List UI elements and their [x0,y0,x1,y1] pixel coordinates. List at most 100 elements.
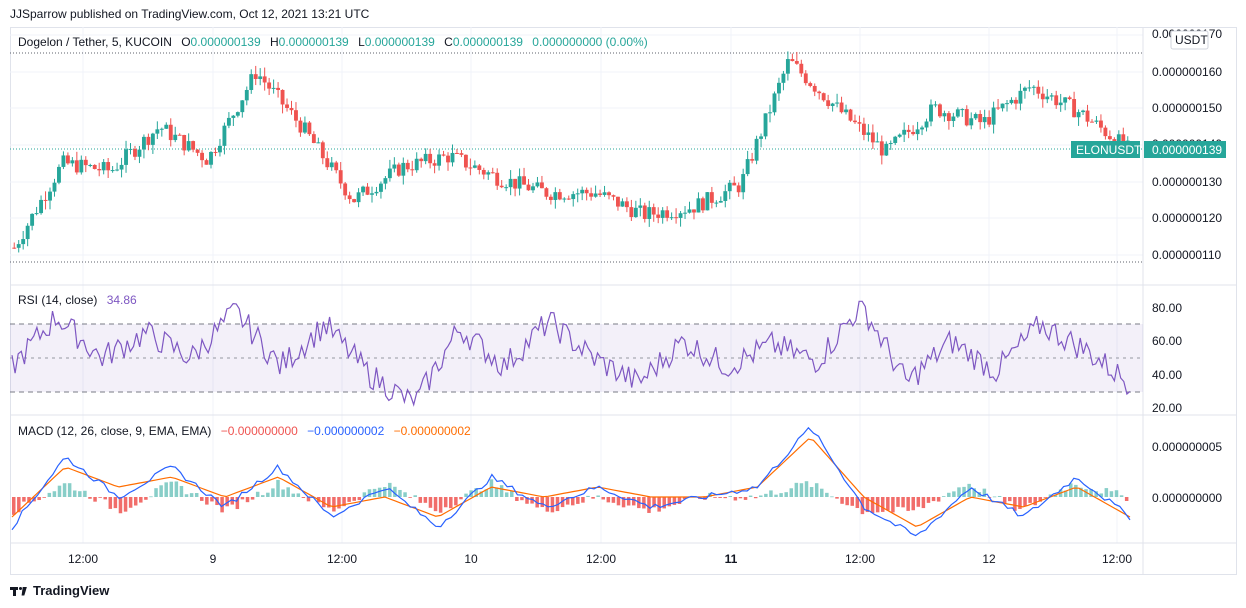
macd-histogram-bar [657,497,661,512]
candle-body [379,183,383,192]
price-legend-open: 0.000000139 [191,35,261,49]
rsi-legend[interactable]: RSI (14, close) 34.86 [18,293,137,307]
candle-body [48,191,52,201]
macd-histogram-bar [672,497,677,505]
candle-body [723,191,728,201]
currency-badge[interactable]: USDT [1170,30,1209,50]
macd-histogram-bar [1124,497,1129,501]
candle-body [414,158,419,171]
candle-body [799,63,804,74]
candle-body [432,163,437,166]
macd-histogram-bar [499,485,504,497]
macd-histogram-bar [962,486,966,497]
candle-body [857,122,862,124]
price-legend-low: 0.000000139 [365,35,435,49]
time-tick-label: 12:00 [68,552,98,566]
candle-body [213,151,218,153]
macd-histogram-bar [266,492,270,497]
candle-body [280,89,285,105]
candle-body [848,109,853,121]
macd-histogram-bar [896,497,900,507]
macd-histogram-bar [37,497,41,501]
candle-body [141,136,146,150]
macd-histogram-bar [957,487,961,497]
macd-histogram-bar [438,497,443,513]
candle-body [781,73,786,83]
candle-body [647,207,652,219]
candle-body [660,210,665,218]
time-tick-label: 12:00 [327,552,357,566]
macd-histogram-bar [1033,497,1037,506]
macd-legend[interactable]: MACD (12, 26, close, 9, EMA, EMA) −0.000… [18,424,471,438]
macd-histogram-bar [306,497,311,502]
candle-body [92,164,97,170]
candle-body [164,124,169,129]
macd-histogram-bar [88,497,92,499]
macd-histogram-bar [1018,497,1022,509]
candle-body [651,207,656,215]
candle-body [517,176,522,189]
macd-histogram-bar [154,488,158,497]
macd-histogram-bar [164,482,168,497]
macd-histogram-bar [484,489,489,497]
candle-body [119,164,124,170]
footer-brand[interactable]: TradingView [10,583,109,598]
macd-histogram-bar [515,497,519,501]
candle-body [267,82,272,89]
rsi-legend-value: 34.86 [107,293,137,307]
candle-body [548,196,553,200]
candle-body [1049,95,1054,97]
candle-body [741,174,746,193]
macd-histogram-bar [189,493,194,497]
candle-body [924,121,929,128]
chart-frame[interactable] [10,27,1237,575]
macd-histogram-bar [504,492,509,497]
macd-histogram-bar [489,479,494,497]
macd-histogram-bar [159,485,163,497]
candle-body [915,129,920,135]
macd-histogram-bar [1094,491,1098,497]
candle-body [383,178,388,184]
candle-body [759,136,763,139]
macd-histogram-bar [667,497,672,507]
candle-body [70,160,75,164]
macd-histogram-bar [926,497,931,503]
candle-body [455,152,459,154]
candle-body [159,128,164,130]
macd-histogram-bar [210,497,214,502]
candle-body [893,136,898,144]
candle-body [544,188,549,197]
candle-body [361,186,365,193]
candle-body [155,129,160,134]
macd-histogram-bar [367,489,372,497]
macd-histogram-bar [83,490,87,497]
rsi-tick-label: 80.00 [1152,301,1182,315]
candle-body [1090,121,1094,123]
price-legend[interactable]: Dogelon / Tether, 5, KUCOIN O0.000000139… [18,35,648,49]
candle-body [817,91,822,94]
macd-histogram-bar [997,495,1002,497]
candle-body [61,155,66,167]
candle-body [1031,86,1036,88]
macd-histogram-bar [759,495,763,497]
macd-histogram-bar [606,497,611,503]
rsi-tick-label: 20.00 [1152,401,1182,415]
candle-body [987,117,992,125]
macd-series [11,426,1131,537]
macd-histogram-bar [1028,497,1032,503]
candle-body [262,76,267,83]
candle-body [620,201,625,207]
macd-histogram-bar [1002,497,1007,503]
candle-body [1081,110,1085,113]
candle-body [826,100,831,107]
candle-body [607,192,611,196]
candle-body [1054,95,1059,106]
candle-body [405,162,410,170]
candle-body [1072,99,1077,118]
candle-body [562,198,567,200]
price-legend-low-label: L [358,35,365,49]
candle-body [1107,136,1112,140]
candle-body [835,102,840,104]
candle-body [584,189,589,194]
